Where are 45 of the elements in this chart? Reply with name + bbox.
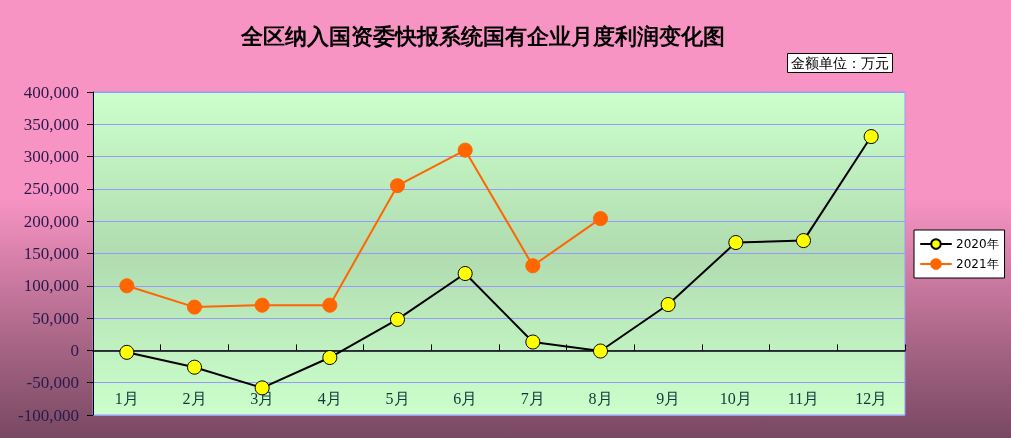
chart-title: 全区纳入国资委快报系统国有企业月度利润变化图 — [240, 23, 725, 49]
x-tick-label: 2月 — [182, 389, 207, 407]
point — [525, 258, 541, 274]
y-tick-label: -50,000 — [26, 373, 79, 393]
x-tick-label: 10月 — [719, 389, 752, 407]
x-tick-label: 4月 — [317, 389, 342, 407]
point — [593, 343, 608, 359]
point — [796, 233, 811, 249]
point — [390, 178, 405, 194]
y-tick-label: 400,000 — [23, 82, 79, 102]
x-tick-label: 5月 — [385, 389, 410, 407]
y-tick-label: 200,000 — [23, 211, 79, 231]
point — [119, 344, 135, 360]
point — [322, 297, 338, 313]
y-tick-label: 0 — [70, 340, 79, 360]
point — [457, 142, 473, 158]
point — [322, 350, 338, 365]
y-tick-label: 250,000 — [23, 179, 79, 199]
x-tick-label: 9月 — [656, 389, 681, 407]
point — [660, 297, 676, 313]
point — [390, 311, 405, 327]
x-tick-label: 6月 — [453, 389, 478, 407]
x-tick-label: 7月 — [520, 389, 545, 407]
point — [728, 235, 744, 251]
point — [525, 334, 541, 350]
point — [593, 211, 608, 227]
x-tick-label: 1月 — [114, 389, 139, 407]
legend-label: 2020年 — [956, 237, 999, 251]
y-tick-label: 350,000 — [23, 114, 79, 134]
y-tick-label: 300,000 — [23, 147, 79, 167]
y-tick-label: 100,000 — [23, 276, 79, 296]
point — [187, 299, 202, 315]
legend-label: 2021年 — [956, 257, 999, 271]
point — [863, 129, 879, 145]
x-tick-label: 11月 — [787, 389, 820, 407]
point — [457, 266, 473, 282]
y-tick-label: -100,000 — [18, 405, 79, 425]
point — [254, 297, 270, 313]
x-tick-label: 8月 — [588, 389, 613, 407]
text: 金额单位：万元 — [791, 55, 889, 71]
y-tick-label: 150,000 — [23, 244, 79, 263]
point — [187, 359, 202, 375]
point — [119, 278, 135, 294]
x-tick-label: 12月 — [855, 389, 888, 407]
y-tick-label: 50,000 — [32, 308, 79, 328]
